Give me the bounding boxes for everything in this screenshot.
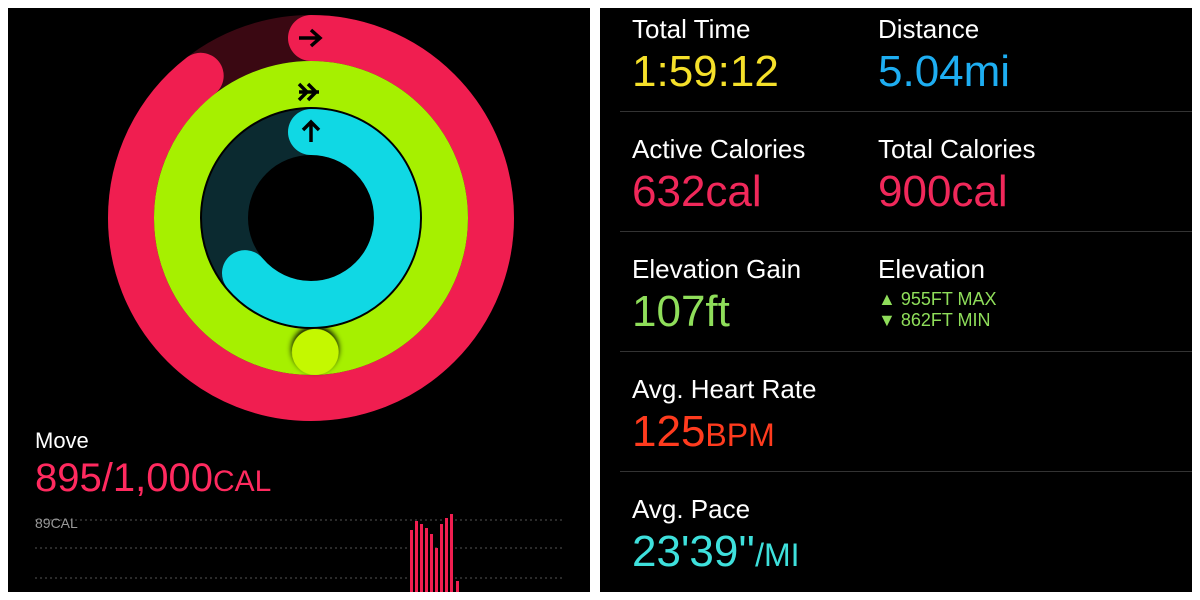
chart-label: 89CAL: [35, 515, 78, 531]
move-bars: [410, 514, 459, 592]
activity-rings: [35, 15, 563, 592]
separator: [620, 471, 1192, 472]
metric-label: Elevation: [878, 254, 985, 284]
metric-label: Avg. Pace: [632, 494, 751, 524]
move-arrow: [299, 28, 323, 48]
elevation-max: ▲ 955FT MAX: [878, 289, 997, 309]
move-chart: [35, 519, 563, 579]
metric-label: Avg. Heart Rate: [632, 374, 817, 404]
metric-value: 107ft: [632, 287, 730, 336]
metric-label: Elevation Gain: [632, 254, 802, 284]
move-value: 895/1,000CAL: [35, 458, 271, 498]
move-unit: CAL: [212, 465, 272, 498]
metrics-panel: Total Time 1:59:12 Distance 5.04mi Activ…: [600, 8, 1192, 592]
stand-arrow: [301, 119, 321, 142]
metric-value: 1:59:12: [632, 47, 779, 96]
pace-unit: /MI: [755, 537, 800, 573]
metric-label: Total Time: [632, 14, 751, 44]
metric-label: Total Calories: [878, 134, 1036, 164]
move-amount: 895/1,000: [35, 456, 213, 500]
exercise-arrow: [297, 82, 319, 102]
metric-value: 5.04mi: [878, 47, 1011, 96]
metric-value: 125BPM: [632, 410, 775, 454]
heart-rate-value: 125: [632, 407, 706, 456]
metric-value: 632cal: [632, 167, 762, 216]
exercise-ring-cap: [153, 60, 468, 375]
metric-label: Active Calories: [632, 134, 806, 164]
heart-rate-unit: BPM: [705, 417, 775, 453]
separator: [620, 111, 1192, 112]
metric-label: Distance: [878, 14, 980, 44]
pace-value: 23'39'': [632, 527, 756, 576]
activity-panel: Move 895/1,000CAL 89CAL: [8, 8, 590, 592]
metric-value: 23'39''/MI: [632, 530, 800, 574]
move-label: Move: [35, 428, 89, 453]
elevation-min: ▼ 862FT MIN: [878, 310, 991, 330]
separator: [620, 231, 1192, 232]
metric-value: 900cal: [878, 167, 1008, 216]
separator: [620, 351, 1192, 352]
